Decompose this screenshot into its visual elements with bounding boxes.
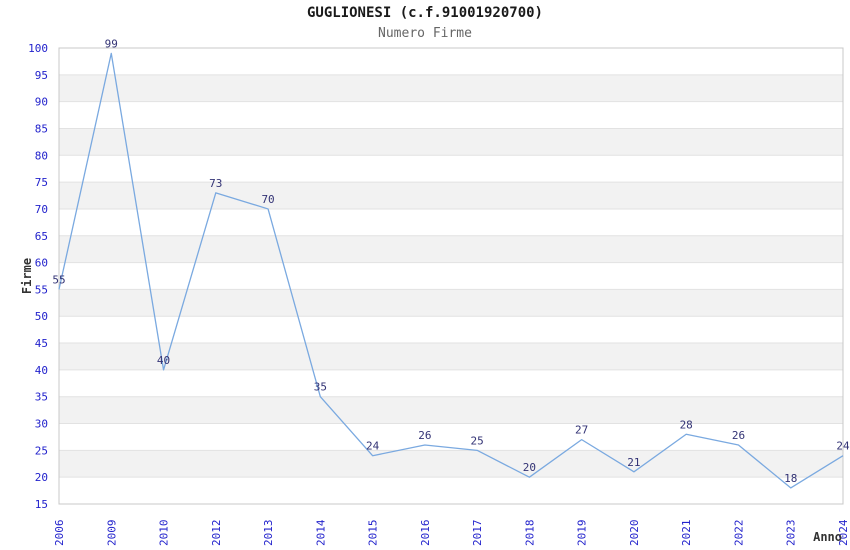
grid-band	[59, 396, 843, 424]
point-label: 25	[471, 434, 484, 447]
point-label: 26	[418, 429, 431, 442]
point-label: 24	[836, 440, 850, 453]
grid-band	[59, 343, 843, 370]
y-tick-label: 90	[35, 96, 48, 109]
y-tick-label: 100	[28, 42, 48, 55]
x-tick-label: 2021	[680, 520, 693, 547]
x-tick-label: 2017	[471, 520, 484, 547]
x-tick-label: 2022	[732, 520, 745, 547]
y-tick-label: 15	[35, 498, 48, 511]
x-tick-label: 2016	[419, 520, 432, 547]
x-tick-label: 2019	[576, 520, 589, 547]
y-tick-label: 55	[35, 283, 48, 296]
plot-border	[58, 47, 844, 505]
grid-band	[59, 128, 843, 156]
y-tick-label: 25	[35, 444, 48, 457]
x-tick-label: 2023	[785, 520, 798, 547]
y-tick-label: 75	[35, 176, 48, 189]
y-tick-label: 35	[35, 391, 48, 404]
x-tick-label: 2009	[105, 520, 118, 547]
x-tick-label: 2018	[523, 520, 536, 547]
point-label: 99	[105, 37, 118, 50]
point-label: 21	[627, 456, 640, 469]
x-tick-label: 2010	[158, 520, 171, 547]
point-label: 24	[366, 440, 380, 453]
grid-band	[59, 450, 843, 478]
y-tick-label: 80	[35, 149, 48, 162]
grid-band	[59, 289, 843, 317]
y-tick-label: 70	[35, 203, 48, 216]
chart-subtitle: Numero Firme	[378, 26, 472, 41]
x-tick-label: 2013	[262, 520, 275, 547]
y-tick-label: 95	[35, 69, 48, 82]
y-tick-label: 85	[35, 122, 48, 135]
point-label: 26	[732, 429, 745, 442]
point-label: 28	[680, 418, 693, 431]
x-axis-title: Anno	[813, 530, 842, 544]
x-tick-label: 2014	[314, 519, 327, 546]
y-tick-label: 50	[35, 310, 48, 323]
x-tick-label: 2020	[628, 520, 641, 547]
y-tick-label: 40	[35, 364, 48, 377]
grid-band	[59, 235, 843, 263]
point-label: 35	[314, 381, 327, 394]
point-label: 73	[209, 177, 222, 190]
point-label: 20	[523, 461, 536, 474]
point-label: 18	[784, 472, 797, 485]
y-tick-label: 30	[35, 418, 48, 431]
x-tick-label: 2012	[210, 520, 223, 547]
grid-band	[59, 74, 843, 102]
data-line	[58, 52, 844, 489]
grid-band	[59, 182, 843, 209]
y-tick-label: 45	[35, 337, 48, 350]
point-label: 55	[52, 273, 65, 286]
x-tick-label: 2015	[367, 520, 380, 547]
x-tick-label: 2006	[53, 520, 66, 547]
y-axis-title: Firme	[20, 257, 34, 295]
y-tick-label: 20	[35, 471, 48, 484]
point-label: 27	[575, 424, 588, 437]
chart-title: GUGLIONESI (c.f.91001920700)	[306, 5, 543, 21]
y-tick-label: 65	[35, 230, 48, 243]
point-label: 40	[157, 354, 170, 367]
point-label: 70	[261, 193, 274, 206]
x-tick-label: 2024	[837, 519, 850, 546]
y-tick-label: 60	[35, 257, 48, 270]
